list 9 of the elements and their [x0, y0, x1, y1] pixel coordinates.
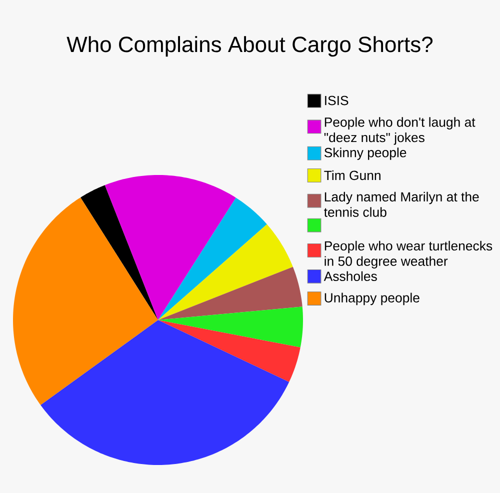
legend-label: Assholes: [324, 271, 377, 281]
legend-label: Skinny people: [324, 148, 406, 160]
legend-label: People who wear turtlenecks in 50 degree weather: [324, 240, 492, 269]
legend-label: ISIS: [325, 96, 348, 106]
legend-label: People who don't laugh at "deez nuts" jokes: [324, 117, 476, 145]
chart-title: Who Complains About Cargo Shorts?: [66, 36, 433, 57]
legend-label: Lady named Marilyn at the tennis club: [324, 192, 479, 217]
legend-label: Unhappy people: [324, 292, 420, 306]
legend-label: Tim Gunn: [324, 170, 380, 180]
